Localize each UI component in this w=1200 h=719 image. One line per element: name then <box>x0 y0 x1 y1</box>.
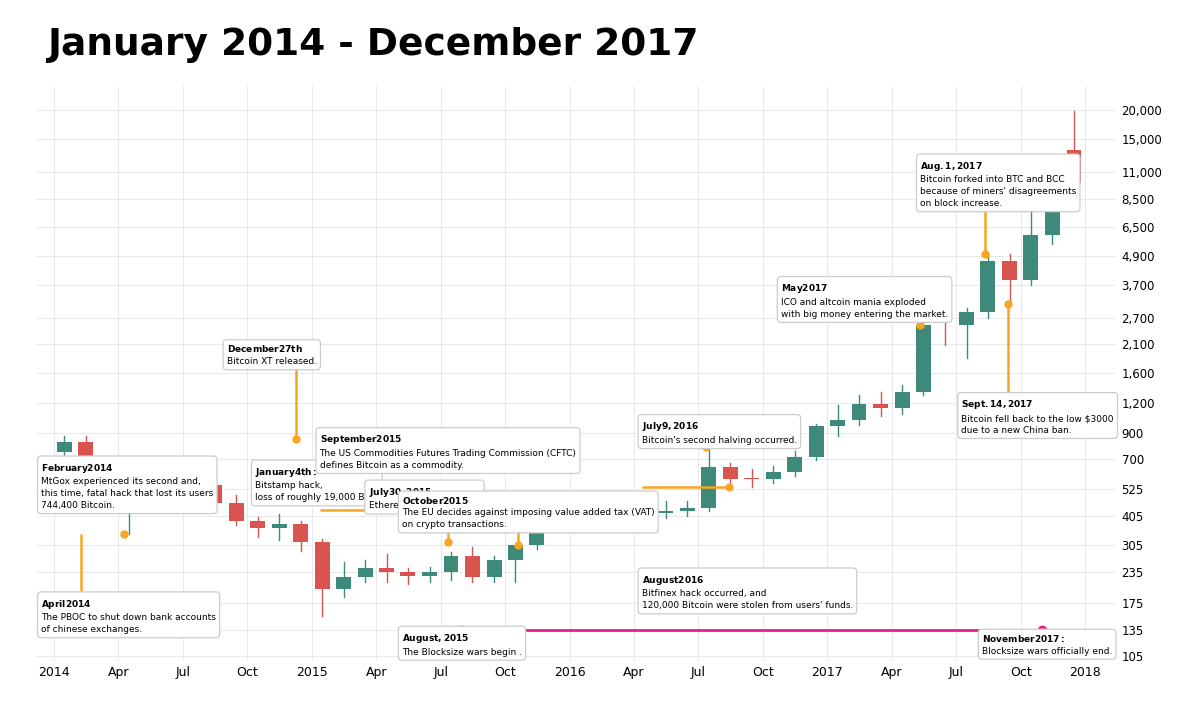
Bar <box>980 261 995 312</box>
Bar <box>1024 235 1038 280</box>
Bar <box>229 503 244 521</box>
Bar <box>809 426 823 457</box>
Bar <box>293 523 308 542</box>
Bar <box>874 404 888 408</box>
Bar <box>787 457 802 472</box>
Bar <box>336 577 350 590</box>
Bar <box>1002 261 1018 280</box>
Bar <box>680 508 695 510</box>
Text: $\bf{January 4th:}$
Bitstamp hack,
loss of roughly 19,000 BTC.: $\bf{January 4th:}$ Bitstamp hack, loss … <box>256 466 378 502</box>
Text: $\bf{July 30, 2015}$
Ethereum was launched.: $\bf{July 30, 2015}$ Ethereum was launch… <box>368 485 481 510</box>
Text: $\bf{December 27th}$
Bitcoin XT released.: $\bf{December 27th}$ Bitcoin XT released… <box>227 344 317 366</box>
Bar <box>744 478 760 480</box>
Bar <box>722 467 738 480</box>
Bar <box>121 487 137 505</box>
Bar <box>766 472 781 480</box>
Bar <box>959 312 974 325</box>
Bar <box>444 556 458 572</box>
Bar <box>100 478 115 505</box>
Bar <box>637 512 652 513</box>
Text: $\bf{February 2014}$
MtGox experienced its second and,
this time, fatal hack tha: $\bf{February 2014}$ MtGox experienced i… <box>41 462 214 510</box>
Bar <box>401 572 415 576</box>
Bar <box>486 560 502 577</box>
Bar <box>186 482 200 485</box>
Text: $\bf{Aug. 1, 2017}$
Bitcoin forked into BTC and BCC
because of miners' disagreem: $\bf{Aug. 1, 2017}$ Bitcoin forked into … <box>920 160 1076 208</box>
Bar <box>78 442 94 478</box>
Bar <box>701 467 716 508</box>
Text: $\bf{April 2014}$
The PBOC to shut down bank accounts
of chinese exchanges.: $\bf{April 2014}$ The PBOC to shut down … <box>41 597 216 634</box>
Bar <box>464 556 480 577</box>
Bar <box>659 510 673 513</box>
Text: January 2014 - December 2017: January 2014 - December 2017 <box>47 27 698 63</box>
Bar <box>894 392 910 408</box>
Bar <box>1067 150 1081 183</box>
Bar <box>250 521 265 528</box>
Bar <box>379 568 394 572</box>
Bar <box>616 510 630 513</box>
Bar <box>208 485 222 503</box>
Text: $\bf{August 2016}$
Bitfinex hack occurred, and
120,000 Bitcoin were stolen from : $\bf{August 2016}$ Bitfinex hack occurre… <box>642 574 853 610</box>
Text: $\bf{September 2015}$
The US Commodities Futures Trading Commission (CFTC)
defin: $\bf{September 2015}$ The US Commodities… <box>319 434 576 470</box>
Text: $\bf{July 9, 2016}$
Bitcoin's second halving occurred.: $\bf{July 9, 2016}$ Bitcoin's second hal… <box>642 420 797 445</box>
Text: $\bf{Sept. 14, 2017}$
Bitcoin fell back to the low $3000
due to a new China ban.: $\bf{Sept. 14, 2017}$ Bitcoin fell back … <box>961 398 1114 435</box>
Bar <box>551 503 566 512</box>
Text: $\bf{November 2017:}$
Blocksize wars officially end.: $\bf{November 2017:}$ Blocksize wars off… <box>982 633 1112 656</box>
Bar <box>164 482 179 507</box>
Bar <box>830 420 845 426</box>
Bar <box>852 404 866 420</box>
Bar <box>916 325 931 392</box>
Text: $\bf{May 2017}$
ICO and altcoin mania exploded
with big money entering the marke: $\bf{May 2017}$ ICO and altcoin mania ex… <box>781 282 948 319</box>
Bar <box>358 568 373 577</box>
Bar <box>143 487 157 507</box>
Bar <box>422 572 437 576</box>
Bar <box>529 503 545 545</box>
Bar <box>508 545 523 560</box>
Text: $\bf{October 2015}$
The EU decides against imposing value added tax (VAT)
on cry: $\bf{October 2015}$ The EU decides again… <box>402 495 655 529</box>
Bar <box>572 508 587 512</box>
Bar <box>271 523 287 528</box>
Bar <box>314 542 330 590</box>
Text: $\bf{August, 2015}$
The Blocksize wars begin .: $\bf{August, 2015}$ The Blocksize wars b… <box>402 632 522 656</box>
Bar <box>594 508 608 510</box>
Bar <box>56 442 72 452</box>
Bar <box>1045 183 1060 235</box>
